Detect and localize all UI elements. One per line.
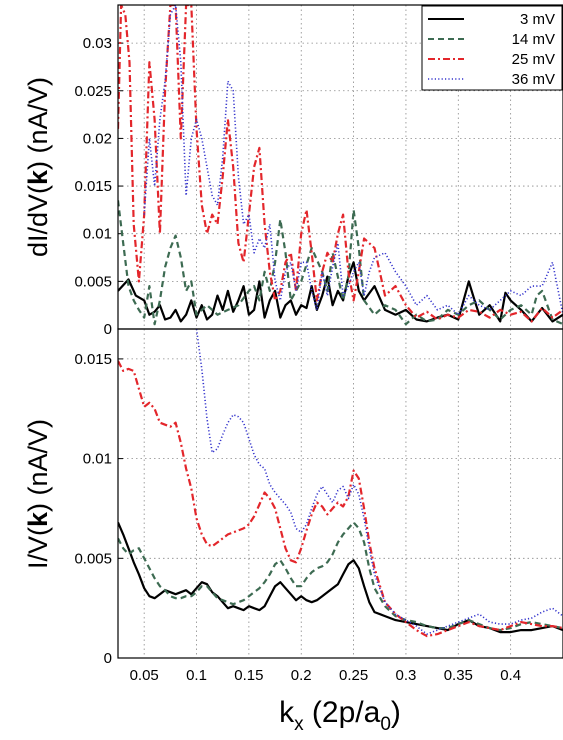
iv-plot-frame bbox=[117, 328, 563, 659]
didv-ytick-label: 0.01 bbox=[83, 226, 112, 243]
iv-series-25mv bbox=[118, 360, 563, 638]
xtick-label: 0.2 bbox=[291, 667, 312, 684]
didv-ytick-label: 0.02 bbox=[83, 130, 112, 147]
didv-ytick-label: 0.005 bbox=[74, 273, 112, 290]
legend-label-25mv: 25 mV bbox=[512, 51, 555, 68]
didv-series-14mv bbox=[118, 200, 563, 326]
iv-ytick-label: 0.015 bbox=[74, 351, 112, 368]
iv-grid bbox=[118, 329, 563, 659]
iv-ytick-label: 0 bbox=[104, 650, 112, 667]
legend-label-36mv: 36 mV bbox=[512, 71, 555, 88]
xtick-label: 0.3 bbox=[396, 667, 417, 684]
didv-panel: 0 0.005 0.01 0.015 0.02 0.025 0.03 dI/dV(k) (n… bbox=[23, 4, 563, 338]
iv-xtick-labels: 0.05 0.1 0.15 0.2 0.25 0.3 0.35 0.4 bbox=[130, 667, 522, 684]
xtick-label: 0.05 bbox=[130, 667, 159, 684]
iv-series-14mv bbox=[118, 521, 563, 632]
iv-series-36mv bbox=[195, 329, 563, 635]
xtick-label: 0.35 bbox=[444, 667, 473, 684]
iv-series-3mv bbox=[118, 521, 563, 634]
didv-ytick-label: 0 bbox=[104, 321, 112, 338]
xtick-label: 0.15 bbox=[234, 667, 263, 684]
didv-ytick-label: 0.015 bbox=[74, 178, 112, 195]
legend-label-14mv: 14 mV bbox=[512, 31, 555, 48]
iv-panel: 0 0.005 0.01 0.015 0.05 0.1 0.15 0.2 0.25 0.3 0.3… bbox=[23, 328, 563, 735]
iv-series-group bbox=[118, 329, 563, 638]
xtick-label: 0.25 bbox=[339, 667, 368, 684]
didv-series-group bbox=[118, 5, 563, 326]
didv-series-25mv bbox=[118, 5, 563, 323]
didv-y-axis-label: dI/dV(k) (nA/V) bbox=[23, 77, 53, 257]
iv-y-axis-label: I/V(k) (nA/V) bbox=[23, 419, 53, 569]
iv-ytick-label: 0.005 bbox=[74, 550, 112, 567]
xtick-label: 0.4 bbox=[500, 667, 521, 684]
didv-series-36mv bbox=[143, 5, 563, 316]
xtick-label: 0.1 bbox=[186, 667, 207, 684]
x-axis-label: kx (2p/a0) bbox=[279, 696, 401, 735]
iv-ytick-labels: 0 0.005 0.01 0.015 bbox=[74, 351, 112, 667]
didv-series-3mv bbox=[118, 261, 563, 323]
legend-box bbox=[421, 5, 563, 91]
iv-ytick-label: 0.01 bbox=[83, 451, 112, 468]
legend: 3 mV 14 mV 25 mV 36 mV bbox=[421, 5, 563, 91]
legend-label-3mv: 3 mV bbox=[520, 11, 555, 28]
didv-ytick-labels: 0 0.005 0.01 0.015 0.02 0.025 0.03 bbox=[74, 35, 112, 338]
didv-ytick-label: 0.025 bbox=[74, 83, 112, 100]
didv-ytick-label: 0.03 bbox=[83, 35, 112, 52]
